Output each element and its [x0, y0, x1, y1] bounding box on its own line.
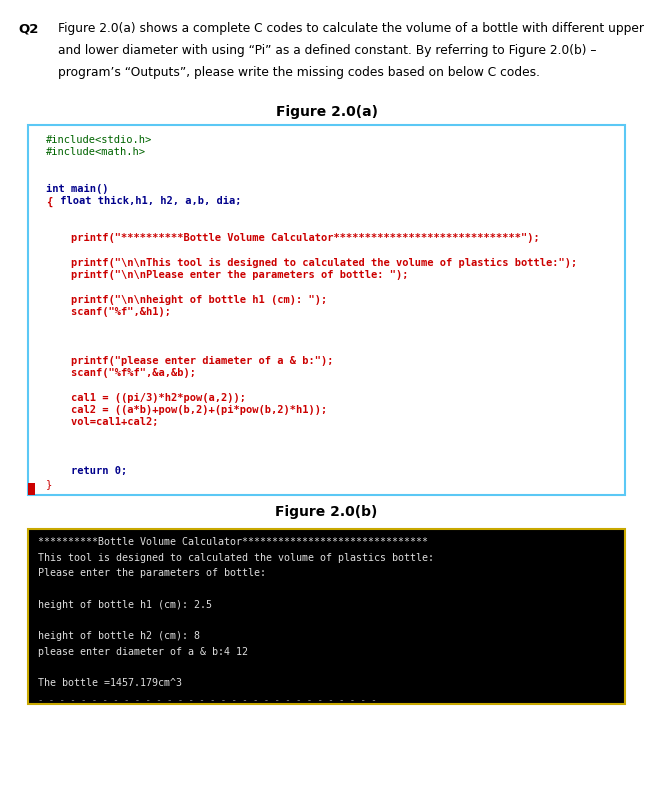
- Text: Please enter the parameters of bottle:: Please enter the parameters of bottle:: [38, 569, 266, 578]
- Text: This tool is designed to calculated the volume of plastics bottle:: This tool is designed to calculated the …: [38, 553, 434, 563]
- Text: }: }: [46, 479, 52, 489]
- Text: printf("**********Bottle Volume Calculator******************************");: printf("**********Bottle Volume Calculat…: [46, 233, 540, 243]
- Text: Figure 2.0(a) shows a complete C codes to calculate the volume of a bottle with : Figure 2.0(a) shows a complete C codes t…: [58, 22, 644, 35]
- Text: cal2 = ((a*b)+pow(b,2)+(pi*pow(b,2)*h1));: cal2 = ((a*b)+pow(b,2)+(pi*pow(b,2)*h1))…: [46, 405, 327, 415]
- Text: height of bottle h1 (cm): 2.5: height of bottle h1 (cm): 2.5: [38, 599, 212, 610]
- Text: height of bottle h2 (cm): 8: height of bottle h2 (cm): 8: [38, 631, 200, 642]
- Text: printf("\n\nheight of bottle h1 (cm): ");: printf("\n\nheight of bottle h1 (cm): ")…: [46, 295, 327, 305]
- Text: printf("please enter diameter of a & b:");: printf("please enter diameter of a & b:"…: [46, 356, 334, 366]
- Text: Figure 2.0(a): Figure 2.0(a): [276, 105, 377, 119]
- Text: vol=cal1+cal2;: vol=cal1+cal2;: [46, 418, 159, 427]
- Text: int main(): int main(): [46, 184, 108, 195]
- Bar: [28, 529, 625, 704]
- Text: and lower diameter with using “Pi” as a defined constant. By referring to Figure: and lower diameter with using “Pi” as a …: [58, 44, 596, 57]
- Text: Figure 2.0(b): Figure 2.0(b): [276, 505, 377, 519]
- Text: Q2: Q2: [18, 22, 39, 35]
- Text: **********Bottle Volume Calculator*******************************: **********Bottle Volume Calculator******…: [38, 537, 428, 547]
- Text: return 0;: return 0;: [46, 466, 127, 476]
- Text: scanf("%f",&h1);: scanf("%f",&h1);: [46, 306, 171, 317]
- Text: #include<stdio.h>: #include<stdio.h>: [46, 135, 152, 145]
- Text: float thick,h1, h2, a,b, dia;: float thick,h1, h2, a,b, dia;: [54, 196, 242, 206]
- Text: - - - - - - - - - - - - - - - - - - - - - - - - - - - - - - - -: - - - - - - - - - - - - - - - - - - - - …: [38, 696, 382, 705]
- Bar: [28, 483, 35, 495]
- Text: printf("\n\nPlease enter the parameters of bottle: ");: printf("\n\nPlease enter the parameters …: [46, 270, 409, 280]
- Text: please enter diameter of a & b:4 12: please enter diameter of a & b:4 12: [38, 647, 248, 657]
- Text: program’s “Outputs”, please write the missing codes based on below C codes.: program’s “Outputs”, please write the mi…: [58, 66, 540, 79]
- Text: #include<math.h>: #include<math.h>: [46, 147, 146, 157]
- Text: {: {: [46, 196, 52, 206]
- Text: printf("\n\nThis tool is designed to calculated the volume of plastics bottle:"): printf("\n\nThis tool is designed to cal…: [46, 258, 577, 268]
- Text: scanf("%f%f",&a,&b);: scanf("%f%f",&a,&b);: [46, 368, 196, 378]
- Text: The bottle =1457.179cm^3: The bottle =1457.179cm^3: [38, 678, 182, 688]
- Bar: [28, 125, 625, 495]
- Text: cal1 = ((pi/3)*h2*pow(a,2));: cal1 = ((pi/3)*h2*pow(a,2));: [46, 393, 246, 403]
